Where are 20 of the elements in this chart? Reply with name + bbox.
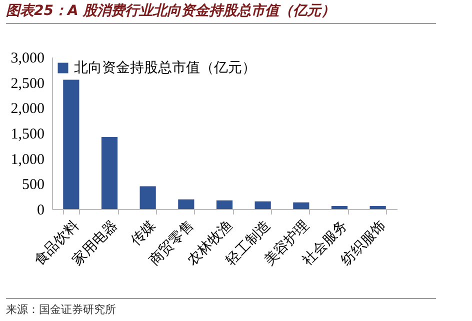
y-tick-label: 0 <box>37 202 44 218</box>
bar <box>63 80 80 209</box>
legend-label: 北向资金持股总市值（亿元） <box>74 60 256 76</box>
bar <box>178 199 194 209</box>
bar <box>331 206 348 209</box>
y-tick-label: 1,000 <box>10 152 44 168</box>
y-tick-label: 500 <box>22 177 44 194</box>
y-tick-label: 3,000 <box>10 50 44 66</box>
y-tick-label: 2,500 <box>10 76 44 92</box>
source-note: 来源：国金证券研究所 <box>6 298 436 317</box>
bar <box>216 200 233 209</box>
y-tick-label: 1,500 <box>10 126 44 142</box>
bar <box>293 202 310 209</box>
x-tick-label: 传媒 <box>128 218 159 249</box>
bar <box>101 137 118 209</box>
bar <box>254 201 271 209</box>
y-tick-label: 2,000 <box>10 101 44 118</box>
chart-title: 图表25：A 股消费行业北向资金持股总市值（亿元） <box>6 2 436 24</box>
bar <box>370 206 386 209</box>
bar <box>140 186 156 209</box>
